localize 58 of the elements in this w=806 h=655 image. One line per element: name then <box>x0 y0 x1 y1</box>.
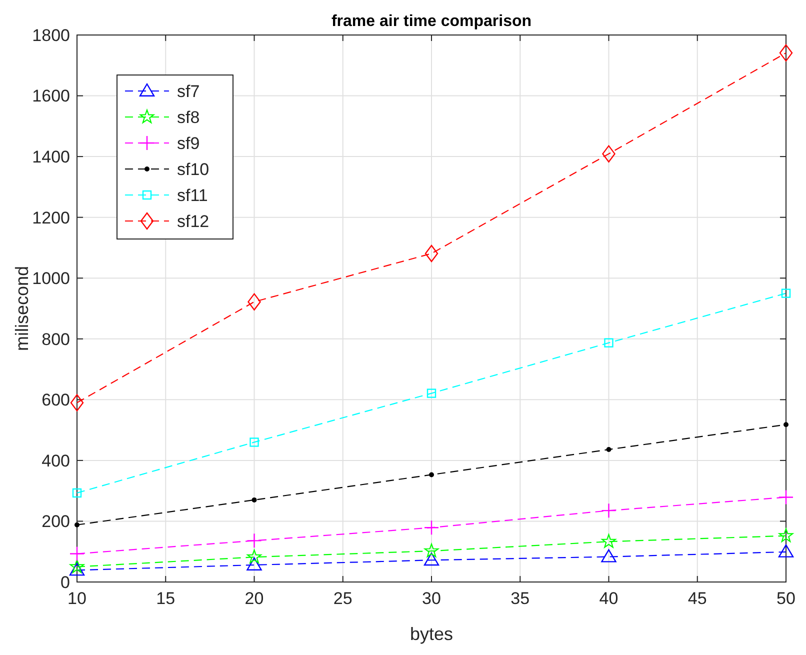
y-tick-label: 400 <box>42 451 70 470</box>
x-tick-label: 15 <box>156 589 176 608</box>
legend-label: sf10 <box>177 160 210 179</box>
legend-label: sf11 <box>177 186 208 205</box>
x-tick-label: 25 <box>333 589 352 608</box>
point <box>247 550 262 564</box>
point <box>252 497 257 502</box>
chart-title: frame air time comparison <box>331 13 532 30</box>
legend-label: sf9 <box>177 134 200 153</box>
x-tick-label: 40 <box>599 589 618 608</box>
point <box>604 338 614 348</box>
legend-label: sf12 <box>177 212 210 231</box>
y-axis-title: milisecond <box>12 266 32 352</box>
point <box>424 520 440 536</box>
point <box>69 546 85 562</box>
x-tick-label: 35 <box>510 589 530 608</box>
point <box>778 490 794 505</box>
y-tick-label: 1600 <box>32 86 70 106</box>
y-tick-label: 1400 <box>32 148 70 167</box>
y-tick-label: 0 <box>60 572 70 592</box>
legend-label: sf8 <box>177 108 200 127</box>
point <box>429 472 434 478</box>
point <box>606 447 612 452</box>
y-tick-label: 600 <box>42 390 70 410</box>
y-tick-label: 1800 <box>32 26 70 45</box>
point <box>778 544 794 558</box>
legend-label: sf7 <box>177 82 200 101</box>
point <box>70 559 84 574</box>
point <box>779 44 793 62</box>
x-tick-label: 45 <box>688 589 707 608</box>
x-tick-label: 10 <box>68 589 86 608</box>
point <box>602 145 616 162</box>
point <box>784 422 788 428</box>
point <box>424 552 440 566</box>
x-tick-label: 20 <box>244 589 264 608</box>
y-tick-label: 800 <box>42 330 70 349</box>
point <box>781 288 791 298</box>
point <box>778 528 794 542</box>
y-tick-label: 1000 <box>32 269 70 288</box>
point <box>602 534 616 548</box>
point <box>424 543 439 558</box>
point <box>72 488 82 498</box>
y-tick-label: 200 <box>42 512 70 532</box>
point <box>601 549 616 562</box>
point <box>248 293 261 310</box>
point <box>424 244 438 262</box>
y-tick-label: 1200 <box>32 208 70 228</box>
point <box>250 438 259 447</box>
point <box>70 394 84 412</box>
point <box>74 522 80 528</box>
x-tick-label: 50 <box>776 589 796 608</box>
point <box>426 388 436 398</box>
x-tick-label: 30 <box>422 589 441 608</box>
point <box>246 533 262 548</box>
point <box>601 502 616 518</box>
point <box>246 557 262 570</box>
point <box>69 562 85 576</box>
x-axis-title: bytes <box>410 624 454 644</box>
